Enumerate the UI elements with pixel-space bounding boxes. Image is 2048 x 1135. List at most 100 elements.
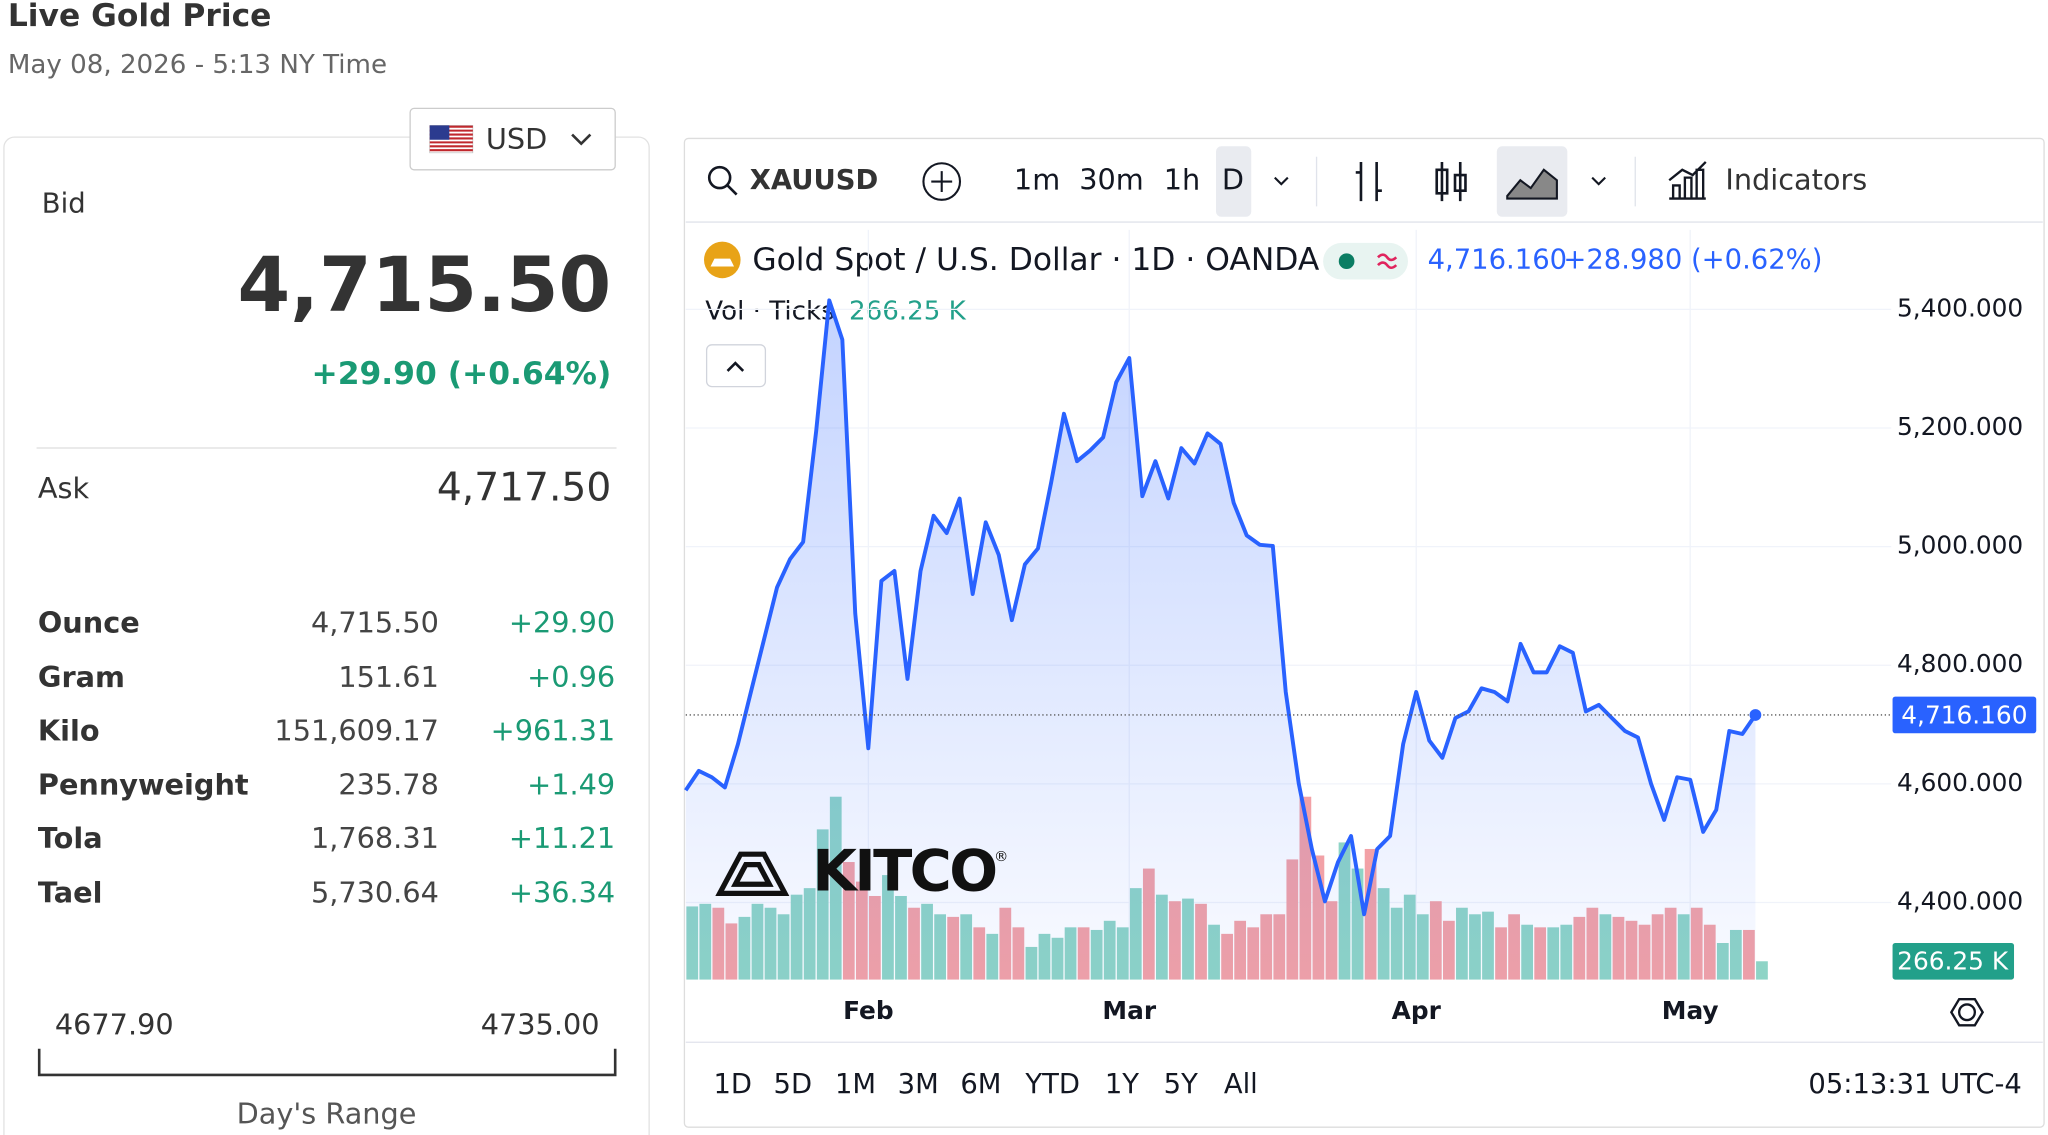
interval[interactable]: 1m [1014,163,1060,197]
market-open-dot [1338,253,1355,270]
currency[interactable]: USD [486,122,547,156]
unit-price: 4,715.50 [311,605,439,639]
kitco-logo: KITCO [812,838,995,905]
x-tick-label: Mar [1102,996,1156,1025]
volume-bar [1756,961,1768,980]
y-tick-label: 5,000.000 [1897,531,2023,560]
unit-price: 235.78 [338,767,438,801]
range-low: 4677.90 [55,1008,174,1042]
clock: 05:13:31 UTC-4 [1808,1069,2021,1100]
unit-price: 151,609.17 [274,714,438,748]
range-button[interactable]: 5Y [1164,1069,1198,1100]
currency-select[interactable]: USD [409,107,616,171]
price-line [684,298,1758,917]
settings-icon-outline [1949,997,1985,1027]
unit-change: +961.31 [491,714,616,748]
volume-tag-label: 266.25 K [1897,947,2009,976]
range-buttons: 1D 5D 1M 3M 6M YTD 1Y 5Y All [713,1069,1257,1100]
unit-name: Pennyweight [38,767,249,801]
price-change: +28.980 (+0.62%) [1563,245,1822,276]
search-icon-handle [726,184,738,196]
bars-icon[interactable] [1355,161,1382,202]
collapse-icon [726,361,745,372]
flag-stripes [429,125,473,152]
x-tick-label: Apr [1392,996,1442,1025]
volume-title: Vol · Ticks [705,297,834,327]
flag-canton [429,125,450,140]
range-button[interactable]: 6M [960,1069,1001,1100]
last-price-dot [1749,709,1762,721]
ask-price: 4,717.50 [437,465,611,510]
last-price: 4,716.160 [1428,245,1567,276]
unit-table: Ounce 4,715.50 +29.90 Gram 151.61 +0.96 Kilo 15… [38,605,615,909]
currency-box[interactable] [409,107,616,171]
price-panel [3,136,650,1135]
unit-price: 5,730.64 [311,876,439,910]
indicators-icon[interactable] [1668,161,1707,200]
range-button[interactable]: 3M [898,1069,939,1100]
range-label: Day's Range [237,1096,417,1130]
symbol[interactable]: XAUUSD [750,165,879,196]
interval[interactable]: D [1222,163,1244,197]
x-tick-label: Feb [843,996,894,1025]
unit-name: Ounce [38,605,140,639]
y-tick-label: 4,400.000 [1897,886,2023,915]
y-tick-label: 5,400.000 [1897,293,2023,322]
unit-price: 151.61 [338,660,438,694]
ask-label: Ask [38,471,90,505]
range-button[interactable]: YTD [1024,1069,1080,1100]
unit-price: 1,768.31 [311,821,439,855]
indicators[interactable]: Indicators [1725,163,1867,197]
bid-label: Bid [42,189,86,220]
symbol-logo-bars [710,258,735,267]
timestamp: May 08, 2026 - 5:13 NY Time [8,50,387,80]
chevron [571,133,592,146]
page-title: Live Gold Price [8,0,272,34]
area-icon [1506,168,1558,200]
bid-change: +29.90 (+0.64%) [311,356,611,392]
volume-last: 266.25 K [849,297,967,327]
kitco-logo-icon [715,851,790,896]
candles-icon[interactable] [1435,161,1467,202]
delay-icon [1377,253,1398,270]
unit-change: +29.90 [509,605,615,639]
unit-name: Tola [38,821,103,855]
price-area [685,300,1756,980]
last-price-tag [1892,696,2037,734]
interval-group: 1m 30m 1h D [1014,146,1252,217]
search-icon[interactable] [707,165,732,190]
unit-name: Gram [38,660,125,694]
range-button[interactable]: 1M [835,1069,876,1100]
plot: 4,400.000 4,600.000 4,800.000 5,000.000 5,20… [684,229,2037,1025]
x-tick-label: May [1662,996,1719,1025]
unit-change: +1.49 [527,767,615,801]
range-bar [37,1048,617,1077]
range-button[interactable]: 1Y [1105,1069,1139,1100]
compare-button[interactable] [922,162,962,201]
range-button[interactable]: All [1224,1069,1258,1100]
range-high: 4735.00 [481,1008,600,1042]
interval[interactable]: 1h [1164,163,1200,197]
settings-icon[interactable] [1957,1003,1977,1022]
kitco-registered: ® [994,849,1008,865]
status-pill [1323,242,1408,280]
unit-name: Tael [38,876,103,910]
volume-tag [1892,943,2015,980]
unit-name: Kilo [38,714,100,748]
interval-selected [1215,146,1252,217]
unit-change: +36.34 [509,876,615,910]
chart-title: Gold Spot / U.S. Dollar · 1D · OANDA [752,242,1320,278]
bid-price: 4,715.50 [237,241,611,329]
plus-icon [931,171,953,192]
unit-change: +0.96 [527,660,615,694]
range-button[interactable]: 1D [713,1069,752,1100]
y-tick-label: 5,200.000 [1897,412,2023,441]
collapse-button[interactable] [705,344,767,388]
range-button[interactable]: 5D [774,1069,813,1100]
interval[interactable]: 30m [1079,163,1144,197]
chart-type-menu[interactable] [1591,176,1606,186]
interval-menu[interactable] [1274,176,1289,186]
y-tick-label: 4,800.000 [1897,649,2023,678]
